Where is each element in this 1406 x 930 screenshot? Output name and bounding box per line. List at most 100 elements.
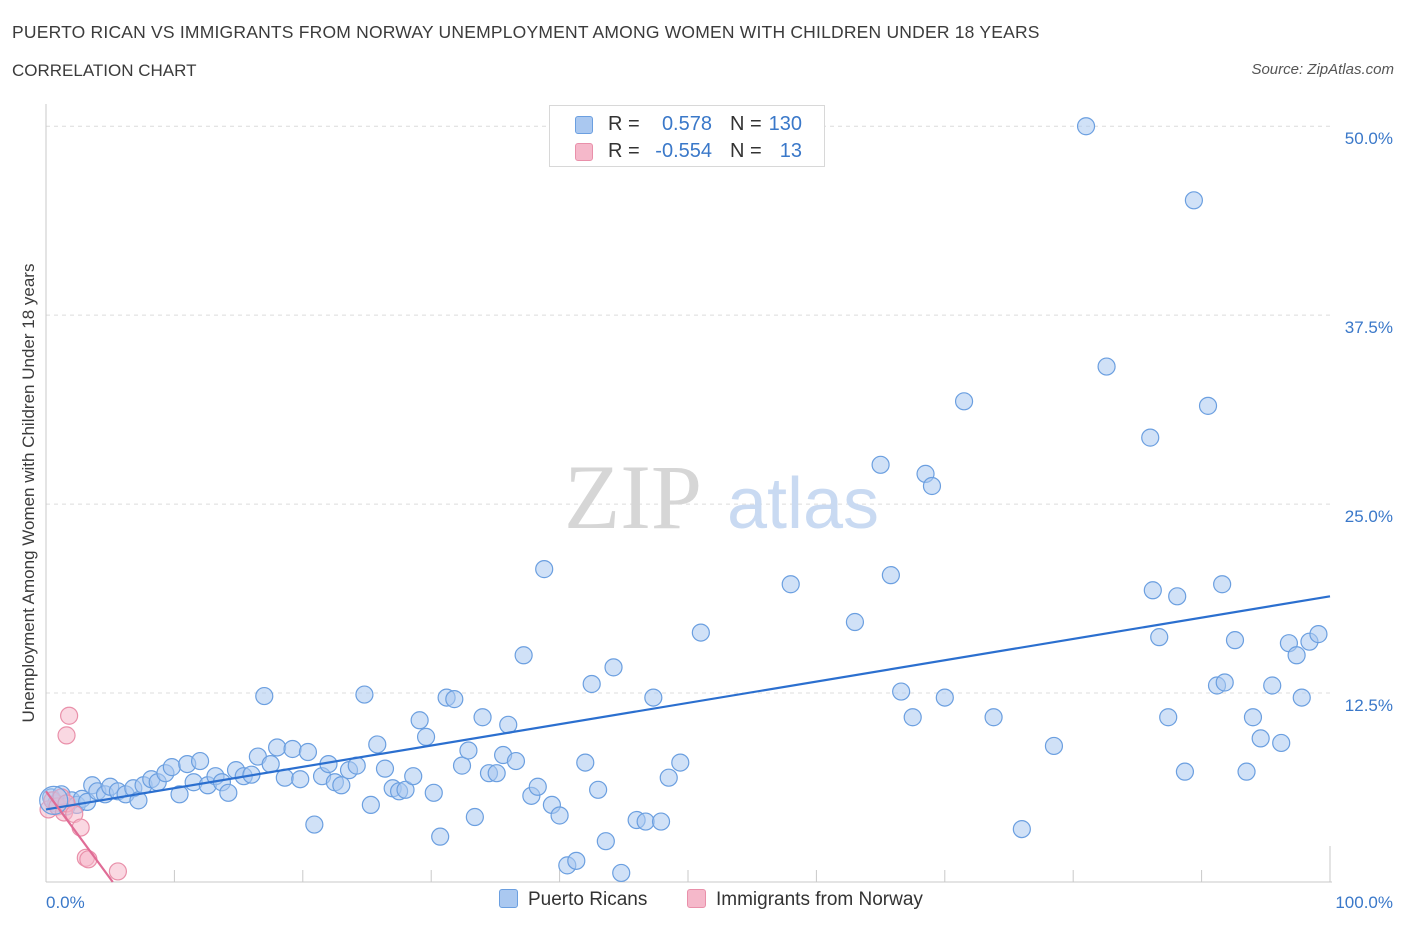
chart-subtitle: CORRELATION CHART: [12, 61, 197, 80]
trend-line-norway: [45, 790, 114, 883]
point-puerto-rican: [1159, 708, 1178, 727]
swatch-blue: [575, 116, 593, 134]
point-puerto-rican: [935, 688, 954, 707]
point-norway: [108, 862, 128, 881]
point-norway: [60, 706, 79, 725]
axes: [45, 104, 1332, 883]
point-puerto-rican: [984, 708, 1003, 727]
swatch-pink: [575, 143, 593, 161]
chart-title: PUERTO RICAN VS IMMIGRANTS FROM NORWAY U…: [12, 22, 1040, 42]
legend-swatch-blue: [499, 889, 518, 908]
legend-item-norway: Immigrants from Norway: [687, 889, 923, 911]
point-puerto-rican: [1141, 428, 1160, 447]
n-value: 130: [768, 113, 802, 135]
point-puerto-rican: [375, 759, 395, 778]
point-norway: [71, 818, 90, 837]
point-norway: [79, 850, 98, 869]
point-puerto-rican: [1012, 819, 1031, 839]
point-puerto-rican: [404, 767, 423, 786]
point-puerto-rican: [1237, 762, 1256, 781]
point-puerto-rican: [1044, 736, 1064, 756]
point-norway: [57, 726, 76, 745]
point-puerto-rican: [612, 863, 631, 883]
point-puerto-rican: [922, 476, 942, 496]
n-label: N =: [730, 140, 762, 162]
point-puerto-rican: [589, 780, 608, 799]
series-legend: Puerto Ricans Immigrants from Norway: [0, 889, 1406, 915]
point-puerto-rican: [871, 455, 890, 474]
point-puerto-rican: [892, 682, 911, 701]
point-puerto-rican: [283, 739, 302, 759]
point-puerto-rican: [410, 711, 429, 730]
point-puerto-rican: [691, 623, 710, 642]
point-puerto-rican: [596, 832, 615, 851]
trend-line-puerto-ricans: [45, 595, 1331, 811]
point-puerto-rican: [361, 795, 380, 815]
point-puerto-rican: [604, 658, 623, 677]
point-puerto-rican: [291, 770, 310, 789]
point-puerto-rican: [576, 753, 595, 772]
point-puerto-rican: [1175, 762, 1195, 781]
point-puerto-rican: [487, 764, 506, 783]
point-puerto-rican: [1213, 575, 1232, 594]
point-puerto-rican: [396, 780, 415, 799]
n-value: 13: [779, 140, 802, 162]
point-puerto-rican: [506, 751, 526, 771]
point-puerto-rican: [1076, 117, 1096, 136]
point-puerto-rican: [1243, 708, 1263, 727]
point-puerto-rican: [1184, 191, 1203, 210]
point-puerto-rican: [465, 807, 484, 827]
n-label: N =: [730, 113, 762, 135]
stats-row-norway: R = -0.554 N = 13: [550, 140, 824, 166]
y-tick-label: 25.0%: [1345, 507, 1393, 526]
legend-label: Immigrants from Norway: [716, 889, 923, 910]
point-puerto-rican: [431, 827, 450, 846]
point-puerto-rican: [268, 738, 287, 757]
trend-lines: [45, 595, 1331, 883]
point-puerto-rican: [1292, 688, 1311, 707]
point-puerto-rican: [1150, 628, 1169, 647]
tick-labels: 12.5% 25.0% 37.5% 50.0% 0.0% 100.0%: [46, 129, 1393, 912]
point-puerto-rican: [452, 756, 472, 775]
point-puerto-rican: [424, 783, 443, 802]
source-credit: Source: ZipAtlas.com: [1251, 61, 1394, 78]
point-puerto-rican: [1309, 625, 1328, 644]
legend-item-puerto-ricans: Puerto Ricans: [499, 889, 647, 911]
point-puerto-rican: [190, 751, 210, 771]
point-puerto-rican: [1168, 587, 1187, 606]
watermark-atlas: atlas: [727, 464, 879, 544]
point-puerto-rican: [535, 560, 554, 579]
point-puerto-rican: [1263, 676, 1282, 695]
stats-row-puerto-ricans: R = 0.578 N = 130: [550, 113, 824, 139]
point-puerto-rican: [355, 685, 374, 704]
point-puerto-rican: [416, 727, 436, 746]
point-puerto-rican: [582, 674, 601, 694]
point-puerto-rican: [644, 688, 663, 707]
point-puerto-rican: [459, 741, 478, 760]
point-puerto-rican: [528, 777, 547, 796]
r-label: R =: [608, 140, 640, 162]
x-tick-label: 100.0%: [1335, 893, 1393, 912]
point-puerto-rican: [162, 758, 181, 777]
legend-swatch-pink: [687, 889, 706, 908]
point-puerto-rican: [1272, 733, 1291, 753]
point-puerto-rican: [368, 735, 387, 754]
r-value: -0.554: [655, 140, 712, 162]
gridlines: [46, 125, 1330, 694]
point-puerto-rican: [514, 646, 533, 665]
point-puerto-rican: [1287, 646, 1306, 665]
y-tick-label: 50.0%: [1345, 129, 1393, 148]
point-puerto-rican: [845, 612, 865, 632]
point-puerto-rican: [659, 768, 678, 787]
point-puerto-rican: [1143, 581, 1162, 600]
point-puerto-rican: [298, 742, 318, 762]
r-label: R =: [608, 113, 640, 135]
point-puerto-rican: [636, 812, 655, 831]
point-puerto-rican: [445, 690, 464, 709]
point-puerto-rican: [1198, 396, 1218, 415]
point-puerto-rican: [1097, 357, 1116, 376]
point-puerto-rican: [671, 753, 690, 772]
point-puerto-rican: [1215, 673, 1234, 692]
watermark-zip: ZIP: [564, 446, 702, 548]
point-puerto-rican: [781, 575, 800, 594]
